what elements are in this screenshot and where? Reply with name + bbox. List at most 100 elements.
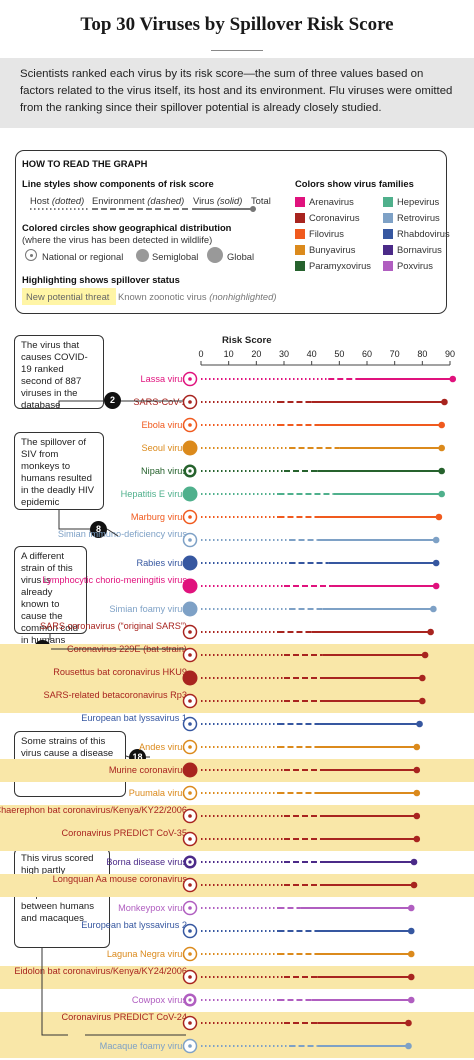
virus-name-label: Seoul virus (141, 442, 187, 453)
virus-name-label: Laguna Negra virus (106, 948, 187, 959)
virus-name-label: Lassa virus (140, 373, 187, 384)
virus-name-label: Ebola virus (141, 419, 187, 430)
distribution-circle-center (188, 423, 192, 427)
distribution-circle-center (188, 860, 192, 864)
total-score-dot (438, 467, 446, 475)
virus-name-label: Rousettus bat coronavirus HKU9 (53, 667, 187, 677)
distribution-circle-center (188, 952, 192, 956)
legend-virus-label: Virus (solid) (193, 195, 243, 206)
callout-leader (58, 510, 90, 530)
legend-box (15, 150, 447, 314)
total-score-dot (432, 559, 440, 567)
virus-name-label: Eidolon bat coronavirus/Kenya/KY24/2006 (14, 966, 187, 976)
virus-name-label: Macaque foamy virus (99, 1040, 187, 1051)
page-title: Top 30 Viruses by Spillover Risk Score (80, 14, 394, 35)
legend-circle-semiglobal (136, 249, 149, 262)
total-score-dot (438, 490, 446, 498)
distribution-circle-center (188, 469, 192, 473)
virus-name-label: Borna disease virus (106, 856, 187, 867)
total-score-dot (405, 1042, 412, 1050)
circles-heading: Colored circles show geographical distri… (22, 222, 232, 233)
total-score-dot (410, 881, 418, 889)
legend-environment-label: Environment (dashed) (92, 195, 185, 206)
family-label-retrovirus: Retrovirus (397, 212, 440, 223)
total-score-dot (432, 536, 440, 544)
x-axis-title: Risk Score (222, 335, 272, 346)
distribution-circle (182, 601, 198, 617)
distribution-circle-center (188, 722, 192, 726)
distribution-circle-center (188, 400, 192, 404)
virus-name-label: SARS-related betacoronavirus Rp3 (43, 690, 187, 700)
swatch-poxvirus (383, 261, 393, 271)
x-tick-label: 30 (279, 349, 289, 359)
total-score-dot (413, 789, 421, 797)
distribution-circle (182, 762, 198, 778)
legend-heading: HOW TO READ THE GRAPH (22, 158, 148, 169)
distribution-circle-center (188, 1044, 192, 1048)
total-score-dot (432, 582, 440, 590)
swatch-filovirus (295, 229, 305, 239)
distribution-circle-center (188, 975, 192, 979)
virus-name-label: Simian immuno-deficiency virus (57, 529, 187, 539)
legend-new-threat-label: New potential threat (26, 291, 110, 302)
legend-total-dot (250, 206, 256, 212)
total-score-dot (419, 674, 426, 682)
distribution-circle-center (188, 929, 192, 933)
total-score-dot (407, 973, 415, 981)
line-styles-heading: Line styles show components of risk scor… (22, 178, 214, 189)
rank-badge-8: 8 (90, 521, 107, 538)
x-tick-label: 50 (334, 349, 344, 359)
distribution-circle-center (188, 377, 192, 381)
intro-text: Scientists ranked each virus by its risk… (20, 68, 453, 114)
distribution-circle-center (188, 837, 192, 841)
callout-leader (58, 400, 104, 409)
legend-global-label: Global (227, 251, 255, 262)
distribution-circle-center (188, 814, 192, 818)
virus-name-label: Puumala virus (128, 787, 187, 798)
title-divider (211, 50, 263, 51)
circles-subheading: (where the virus has been detected in wi… (22, 234, 213, 245)
new-threat-swatch (22, 288, 116, 305)
total-score-dot (413, 743, 421, 751)
legend-total-label: Total (251, 195, 271, 206)
virus-name-label: Coronavirus PREDICT CoV-24 (61, 1012, 187, 1022)
total-score-dot (421, 651, 429, 659)
callout-leader (106, 528, 119, 537)
total-score-dot (438, 444, 446, 452)
family-label-rhabdovirus: Rhabdovirus (397, 228, 450, 239)
total-score-dot (449, 375, 457, 383)
rank-badge-2: 2 (104, 392, 121, 409)
legend-circle-global (207, 247, 223, 263)
virus-name-label: Longquan Aa mouse coronavirus (52, 874, 187, 884)
family-label-filovirus: Filovirus (309, 228, 344, 239)
callout-leader (41, 948, 68, 1036)
distribution-circle-center (188, 791, 192, 795)
legend-national-label: National or regional (42, 251, 124, 262)
total-score-dot (405, 1019, 412, 1027)
intro-panel (0, 58, 474, 128)
distribution-circle (182, 578, 198, 594)
distribution-circle-center (188, 699, 192, 703)
distribution-circle-center (188, 538, 192, 542)
distribution-circle (182, 486, 198, 502)
family-label-arenavirus: Arenavirus (309, 196, 354, 207)
total-score-dot (407, 927, 415, 935)
callout-siv: The spillover of SIV from monkeys to hum… (14, 432, 104, 510)
total-score-dot (427, 628, 434, 636)
distribution-circle (182, 555, 198, 571)
x-tick-label: 10 (224, 349, 234, 359)
legend-circle-national-dot (29, 253, 33, 257)
distribution-circle-center (188, 883, 192, 887)
total-score-dot (435, 513, 443, 521)
x-tick-label: 20 (251, 349, 261, 359)
distribution-circle-center (188, 1021, 192, 1025)
total-score-dot (407, 996, 415, 1004)
total-score-dot (413, 812, 421, 820)
family-label-paramyxovirus: Paramyxovirus (309, 260, 371, 271)
total-score-dot (413, 766, 421, 774)
virus-name-label: Chaerephon bat coronavirus/Kenya/KY22/20… (0, 805, 187, 815)
family-label-bunyavirus: Bunyavirus (309, 244, 356, 255)
distribution-circle-center (188, 906, 192, 910)
family-label-bornavirus: Bornavirus (397, 244, 442, 255)
